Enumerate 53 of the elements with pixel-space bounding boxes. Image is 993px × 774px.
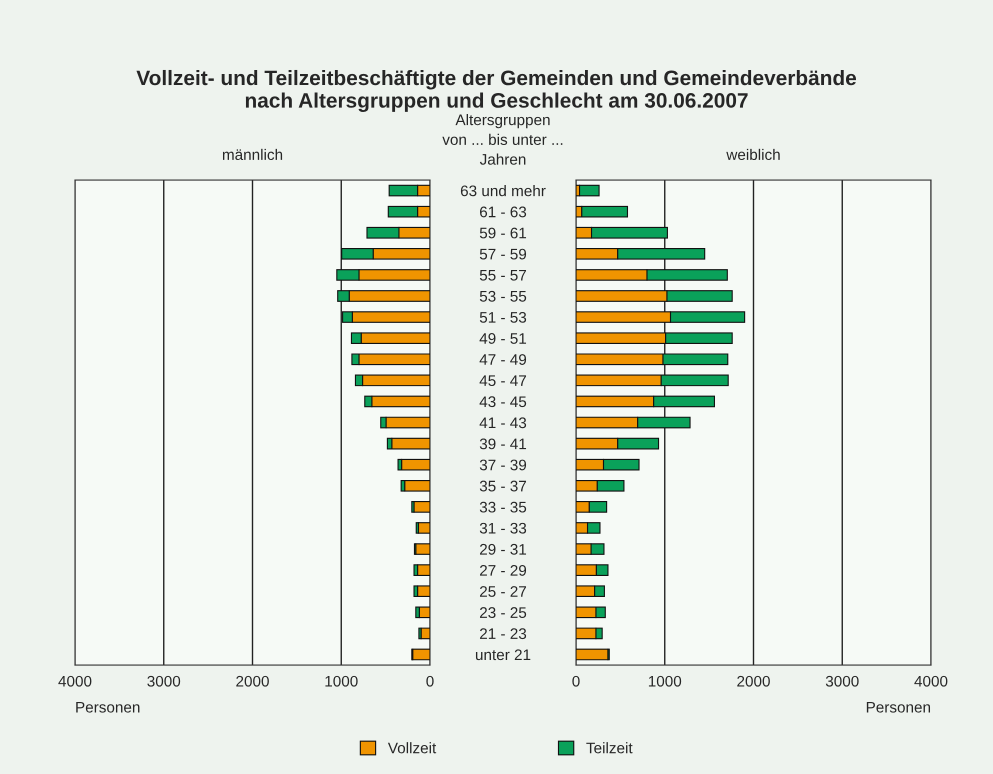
x-tick-label: 4000 (58, 676, 92, 687)
bar (576, 648, 609, 660)
x-tick-label: 1000 (325, 676, 358, 687)
y-tick-label: 59 - 61 (480, 228, 526, 238)
legend-label: Vollzeit (388, 742, 436, 754)
x-axis-title: Personen (866, 702, 930, 713)
y-tick-label: 37 - 39 (480, 460, 526, 470)
legend-label: Teilzeit (586, 742, 633, 754)
x-tick-label: 3000 (147, 676, 180, 687)
text: Vollzeit- und Teilzeitbeschäftigte der Gemeinden und Gemeindeverbände nach Altersgruppen und Geschlecht am 30.06.2007 (136, 70, 856, 112)
y-tick-label: 55 - 57 (480, 270, 526, 281)
x-axis-title: Personen (76, 702, 140, 713)
y-tick-label: 45 - 47 (480, 375, 526, 386)
text: Altersgruppen von ... bis unter ... Jahren (442, 114, 562, 165)
y-tick-label: 53 - 55 (480, 290, 526, 302)
x-tick-label: 0 (426, 676, 434, 687)
y-tick-label: 51 - 53 (480, 312, 526, 323)
chart-subtitle: weiblich (726, 148, 780, 160)
y-tick-label: 39 - 41 (480, 438, 526, 450)
y-tick-label: 35 - 37 (480, 480, 526, 492)
y-tick-label: 25 - 27 (480, 586, 526, 597)
x-tick-label: 3000 (826, 676, 859, 687)
bar (417, 585, 430, 598)
y-tick-label: 31 - 33 (480, 522, 526, 534)
x-tick-label: 2000 (737, 676, 770, 687)
bar (415, 543, 430, 555)
x-tick-label: 2000 (236, 676, 269, 687)
y-tick-label: 63 und mehr (460, 185, 546, 196)
y-tick-label: 29 - 31 (480, 544, 526, 555)
y-tick-label: 41 - 43 (480, 417, 526, 428)
bar (401, 458, 430, 471)
y-tick-label: 43 - 45 (480, 396, 526, 408)
chart-subtitle: männlich (222, 148, 282, 160)
bar (417, 564, 430, 576)
y-tick-label: 61 - 63 (480, 206, 526, 218)
bar (404, 480, 430, 492)
x-tick-label: 1000 (648, 676, 682, 687)
bar (413, 501, 430, 513)
y-tick-label: 23 - 25 (480, 607, 526, 618)
bar (578, 184, 600, 196)
bar (418, 522, 430, 534)
x-tick-label: 0 (572, 676, 580, 687)
y-tick-label: 33 - 35 (480, 502, 526, 513)
y-tick-label: 49 - 51 (480, 333, 526, 344)
bar (412, 648, 430, 660)
bar (420, 628, 430, 640)
x-tick-label: 4000 (914, 676, 948, 687)
y-tick-label: 47 - 49 (480, 354, 526, 365)
bar (391, 438, 430, 450)
y-tick-label: 27 - 29 (480, 565, 526, 576)
y-tick-label: 21 - 23 (480, 628, 526, 640)
y-tick-label: 57 - 59 (480, 248, 526, 260)
y-tick-label: unter 21 (476, 649, 530, 660)
